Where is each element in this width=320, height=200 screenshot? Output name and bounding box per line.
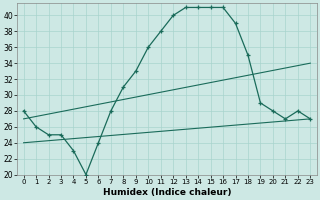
X-axis label: Humidex (Indice chaleur): Humidex (Indice chaleur) [103,188,231,197]
